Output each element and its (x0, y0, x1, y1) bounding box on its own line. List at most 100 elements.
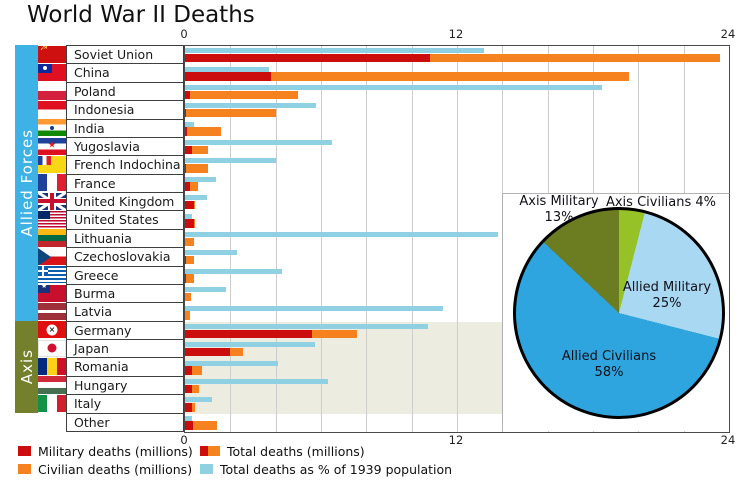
civilian-deaths-bar (193, 200, 196, 210)
percent-of-population-bar (185, 84, 603, 90)
x-axis-tick-label: 12 (448, 27, 464, 41)
civilian-deaths-bar (186, 108, 276, 118)
percent-of-population-bar (185, 305, 444, 311)
french-indochina-flag (38, 155, 66, 174)
gridline (457, 46, 458, 432)
percent-of-population-bar (185, 48, 485, 54)
legend-item-civilian: Civilian deaths (millions) (18, 461, 192, 477)
civilian-deaths-bar (192, 403, 196, 412)
military-deaths-bar (185, 145, 192, 155)
percent-of-population-bar (185, 415, 192, 421)
military-deaths-bar (185, 329, 312, 338)
allied-civilians-pie-label: Allied Civilians 58% (539, 349, 679, 381)
italy-flag (38, 394, 66, 412)
group-bands-column: Allied Forces Axis (15, 45, 38, 431)
legend-label: Total deaths as % of 1939 population (220, 461, 453, 477)
bar-row (185, 138, 729, 156)
allied-military-pie-label: Allied Military 25% (605, 280, 729, 312)
percent-of-population-bar (185, 287, 226, 293)
legend-item-percent: Total deaths as % of 1939 population (200, 461, 452, 477)
gridline (366, 46, 368, 432)
military-deaths-bar (185, 90, 191, 100)
legend-item-military: Military deaths (millions) (18, 443, 193, 459)
axis-forces-band: Axis (15, 320, 38, 413)
bar-row (185, 230, 729, 248)
country-label: Indonesia (66, 100, 184, 120)
czechoslovakia-flag (38, 247, 66, 265)
military-deaths-bar (185, 164, 187, 173)
bar-row (185, 193, 729, 211)
military-deaths-bar (185, 219, 195, 228)
legend-item-total: Total deaths (millions) (200, 443, 365, 459)
bar-row (185, 83, 729, 101)
pie-label-line: Axis Civilians 4% (605, 195, 717, 210)
country-label: China (66, 63, 184, 83)
x-axis-tick-label: 0 (180, 27, 188, 41)
legend-label: Military deaths (millions) (38, 443, 193, 459)
bar-row (185, 322, 729, 340)
percent-of-population-bar (185, 66, 269, 72)
country-label: Yugoslavia (66, 136, 184, 157)
civilian-deaths-bar (190, 90, 299, 100)
bar-row (185, 248, 729, 266)
country-label: Lithuania (66, 228, 184, 249)
military-deaths-bar (185, 255, 186, 265)
percent-of-population-bar (185, 103, 317, 109)
military-deaths-bar (185, 200, 194, 210)
bar-row (185, 101, 729, 119)
soviet-union-flag (38, 45, 66, 63)
civilian-deaths-bar (185, 237, 194, 247)
country-label: France (66, 173, 184, 194)
x-axis-tick-label: 0 (180, 433, 188, 447)
country-label: French Indochina (66, 155, 184, 175)
latvia-flag (38, 302, 66, 321)
legend-label: Total deaths (millions) (227, 443, 365, 459)
greece-flag (38, 266, 66, 284)
percent-of-population-bar (185, 268, 283, 274)
country-label: Burma (66, 283, 184, 304)
civilian-deaths-bar (192, 366, 202, 375)
percent-legend-swatch (200, 464, 213, 474)
bar-row (185, 175, 729, 193)
percent-of-population-bar (185, 231, 498, 237)
percent-of-population-bar (185, 250, 238, 256)
civilian-deaths-bar (429, 53, 720, 63)
percent-of-population-bar (185, 158, 276, 164)
united-kingdom-flag (38, 192, 66, 210)
bar-row (185, 64, 729, 82)
country-label: Italy (66, 394, 184, 414)
axis-band-label: Axis (17, 349, 36, 385)
france-flag (38, 174, 66, 192)
percent-of-population-bar (185, 360, 278, 366)
civilian-legend-swatch (18, 464, 31, 474)
chart-title: World War II Deaths (27, 2, 255, 28)
total-legend-swatch (200, 446, 220, 456)
percent-of-population-bar (185, 213, 193, 219)
country-label: Germany (66, 320, 184, 341)
bar-row (185, 267, 729, 285)
civilian-deaths-bar (191, 145, 208, 155)
bar-row (185, 414, 729, 432)
percent-of-population-bar (185, 379, 328, 385)
civilian-deaths-bar (311, 329, 358, 338)
top-x-axis: 0 12 24 (180, 27, 735, 41)
percent-of-population-bar (185, 397, 213, 403)
military-deaths-bar (185, 53, 430, 63)
military-deaths-bar (185, 108, 187, 118)
gridline (275, 46, 277, 432)
gridline (230, 46, 232, 432)
country-label: Hungary (66, 375, 184, 396)
bar-row (185, 285, 729, 303)
country-label: India (66, 118, 184, 138)
civilian-deaths-bar (230, 347, 243, 357)
axis-civilians-pie-label: Axis Civilians 4% (595, 195, 727, 211)
civilian-deaths-bar (187, 127, 222, 136)
bar-row (185, 377, 729, 395)
country-label-column: Soviet Union China Poland Indonesia India Yug… (66, 45, 184, 432)
civilian-deaths-bar (191, 384, 199, 394)
civilian-deaths-bar (185, 255, 194, 265)
percent-of-population-bar (185, 342, 316, 348)
indonesia-flag (38, 100, 66, 118)
burma-flag (38, 284, 66, 302)
